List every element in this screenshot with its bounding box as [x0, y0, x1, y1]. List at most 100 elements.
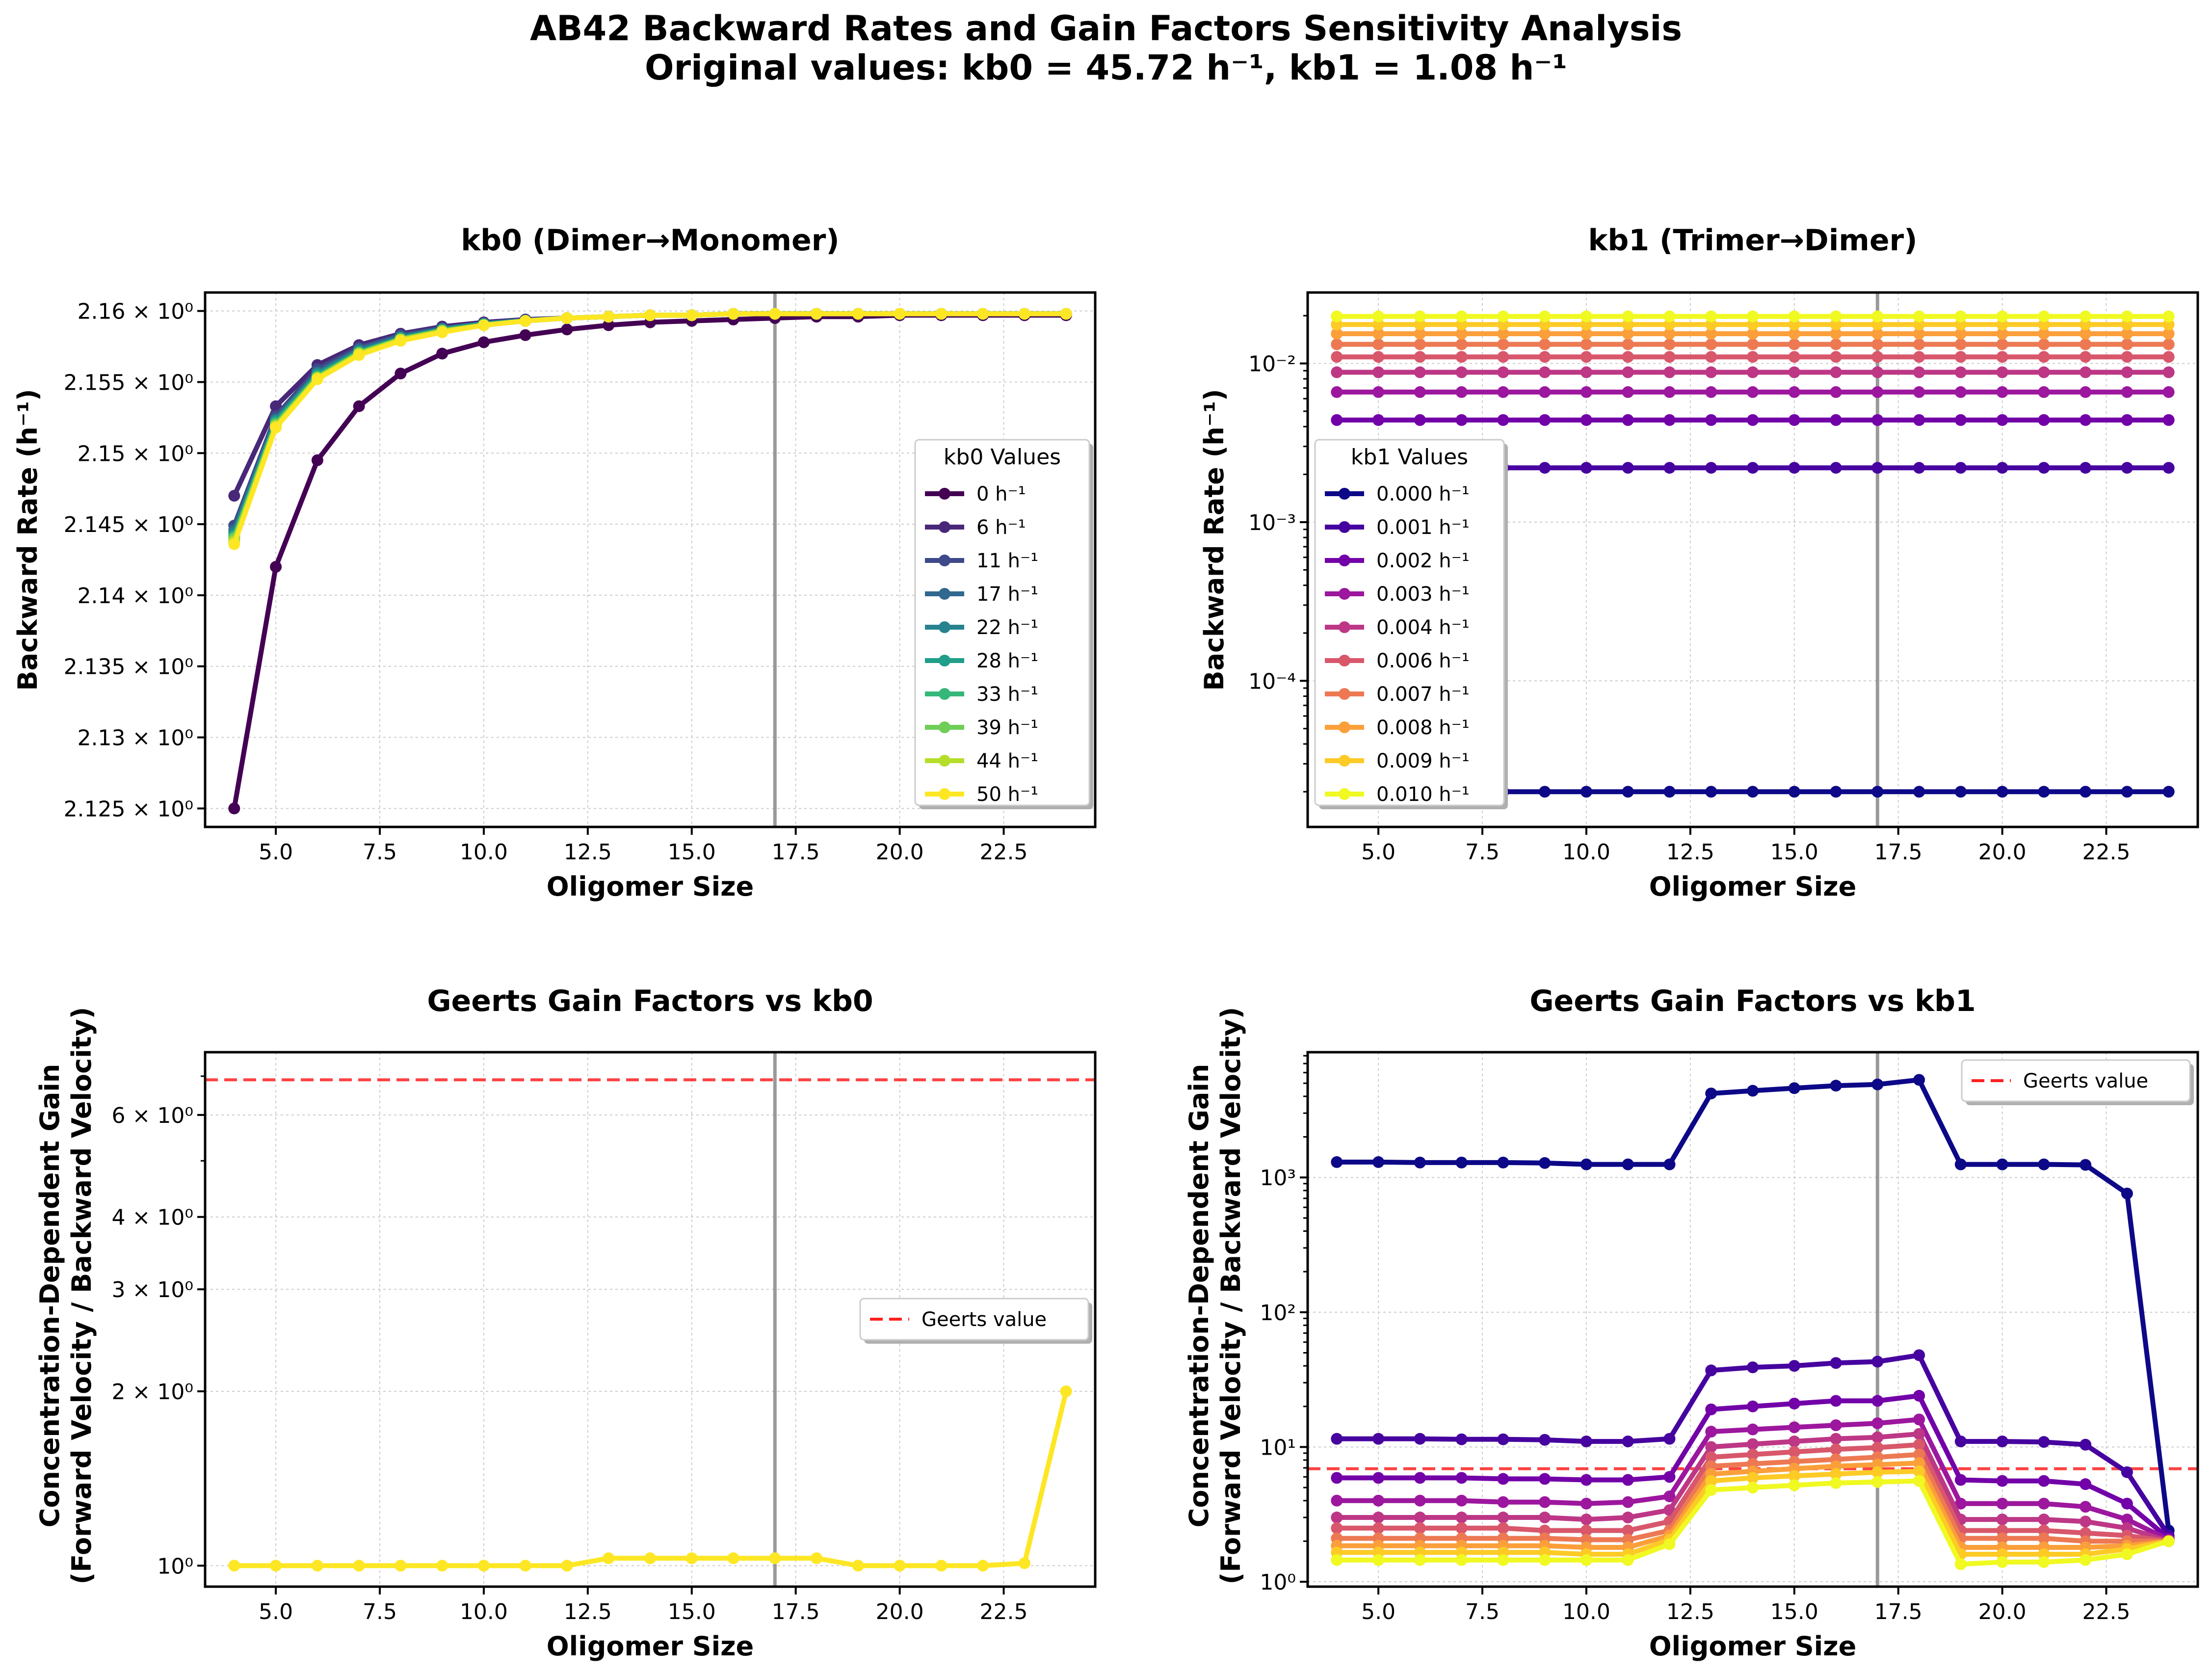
data-point	[1747, 1361, 1759, 1374]
data-point	[1871, 1417, 1884, 1430]
data-point	[1497, 310, 1509, 322]
legend-title: kb1 Values	[1351, 445, 1468, 470]
data-point	[811, 1552, 823, 1565]
legend-box	[1961, 1059, 2191, 1102]
series	[1331, 414, 2175, 426]
series	[1331, 366, 2175, 378]
data-point	[1871, 386, 1884, 398]
data-point	[1414, 1433, 1426, 1445]
x-tick-label: 10.0	[1562, 1599, 1610, 1624]
data-point	[1871, 1395, 1884, 1407]
data-point	[1455, 1433, 1468, 1445]
legend: Geerts value	[1961, 1059, 2194, 1105]
data-point	[1663, 414, 1676, 426]
series	[1331, 327, 2175, 340]
data-point	[1830, 338, 1842, 350]
data-point	[1913, 310, 1925, 322]
y-tick-label: 10¹	[1260, 1435, 1296, 1460]
data-point	[2038, 1475, 2050, 1487]
y-axis-label: Backward Rate (h⁻¹)	[12, 389, 43, 691]
data-point	[1497, 1522, 1509, 1534]
data-point	[1871, 1431, 1884, 1443]
data-point	[270, 560, 282, 573]
data-point	[852, 308, 864, 320]
data-point	[2038, 1532, 2050, 1544]
data-point	[769, 1552, 781, 1565]
data-point	[1580, 1474, 1592, 1486]
y-axis-label-line2: (Forward Velocity / Backward Velocity)	[1215, 1007, 1246, 1585]
panel-kb1-rates: kb1 (Trimer→Dimer) 5.0 7.5 10.0 12.5 15.0 17.…	[1199, 223, 2199, 902]
data-point	[644, 309, 656, 321]
data-point	[311, 1560, 323, 1572]
data-point	[1705, 366, 1717, 378]
data-point	[1747, 1085, 1759, 1097]
data-point	[1996, 414, 2008, 426]
data-point	[811, 308, 823, 320]
series	[1331, 351, 2175, 363]
series	[1331, 1390, 2175, 1544]
data-point	[1580, 1497, 1592, 1510]
data-point	[1996, 1158, 2008, 1170]
y-tick-label: 6 × 10⁰	[112, 1103, 193, 1128]
y-tick-label: 2.155 × 10⁰	[64, 370, 193, 395]
legend-label: 0.008 h⁻¹	[1376, 717, 1470, 739]
data-point	[1913, 351, 1925, 363]
data-point	[1913, 1349, 1925, 1361]
data-point	[2121, 366, 2133, 378]
panel-gain-kb1: Geerts Gain Factors vs kb1 5.0 7.5 10.0 12.…	[1184, 984, 2199, 1662]
data-point	[1747, 338, 1759, 350]
data-point	[2080, 1159, 2092, 1171]
data-point	[1372, 386, 1385, 398]
legend-marker	[1339, 621, 1350, 633]
x-tick-label: 5.0	[259, 1599, 293, 1624]
legend: kb1 Values 0.000 h⁻¹ 0.001 h⁻¹ 0.002 h⁻¹ 0.0…	[1314, 439, 1508, 809]
data-point	[1455, 319, 1468, 331]
data-point	[1663, 386, 1676, 398]
data-point	[894, 308, 906, 320]
y-axis-label-line2: (Forward Velocity / Backward Velocity)	[66, 1007, 97, 1585]
data-point	[1663, 319, 1676, 331]
data-point	[1539, 386, 1551, 398]
data-point	[2121, 310, 2133, 322]
x-tick-label: 20.0	[876, 840, 924, 865]
data-point	[1060, 308, 1072, 320]
data-point	[1705, 1088, 1717, 1100]
data-point	[1913, 1428, 1925, 1440]
data-point	[1788, 327, 1800, 340]
data-point	[2080, 366, 2092, 378]
data-point	[1996, 1435, 2008, 1448]
data-point	[1954, 786, 1967, 798]
legend-marker	[1339, 721, 1350, 733]
data-point	[1580, 462, 1592, 474]
legend-marker	[1339, 655, 1350, 666]
data-point	[2121, 338, 2133, 350]
figure-title-line1: AB42 Backward Rates and Gain Factors Sen…	[530, 8, 1682, 49]
data-point	[1622, 386, 1634, 398]
panel-title: kb1 (Trimer→Dimer)	[1588, 223, 1917, 258]
axes-frame	[1306, 1051, 2199, 1588]
legend-marker	[939, 755, 950, 767]
data-point	[1871, 310, 1884, 322]
y-tick-label: 2 × 10⁰	[112, 1380, 193, 1405]
data-point	[1954, 1158, 1967, 1170]
data-point	[561, 1560, 573, 1572]
legend-box	[914, 439, 1090, 806]
data-point	[1663, 1471, 1676, 1483]
data-point	[1539, 1157, 1551, 1169]
data-point	[1331, 366, 1343, 378]
data-point	[2080, 351, 2092, 363]
legend-label: 0.010 h⁻¹	[1376, 783, 1470, 806]
legend-marker	[1339, 755, 1350, 767]
data-point	[2080, 462, 2092, 474]
plot-area: 5.0 7.5 10.0 12.5 15.0 17.5 20.0 22.5 2.125 × 10…	[64, 291, 1097, 865]
data-point	[1788, 414, 1800, 426]
data-point	[2162, 414, 2175, 426]
data-point	[1913, 1390, 1925, 1402]
legend-label: 33 h⁻¹	[976, 683, 1038, 706]
data-point	[727, 308, 739, 320]
data-point	[1497, 1473, 1509, 1485]
legend: kb0 Values 0 h⁻¹ 6 h⁻¹ 11 h⁻¹ 17 h⁻¹ 22 h⁻¹ 28…	[914, 439, 1093, 809]
data-point	[1414, 351, 1426, 363]
data-point	[270, 1560, 282, 1572]
